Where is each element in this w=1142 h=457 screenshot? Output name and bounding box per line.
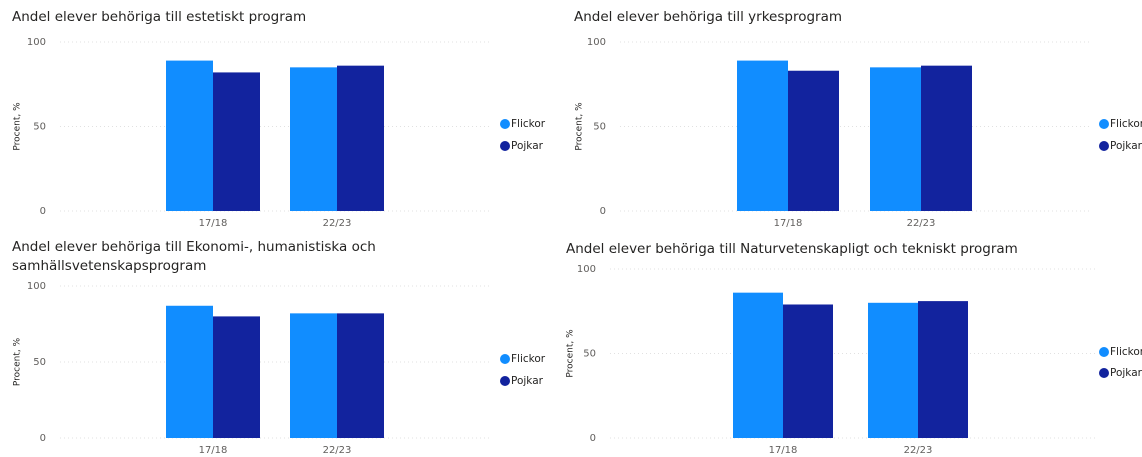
bar — [290, 67, 337, 211]
chart-title: Andel elever behöriga till Naturvetenska… — [566, 241, 1018, 257]
legend-marker — [500, 141, 510, 151]
bar — [213, 72, 260, 211]
bar — [783, 304, 833, 438]
y-tick-label: 50 — [583, 349, 596, 360]
y-axis-label: Procent, % — [13, 102, 23, 151]
bar — [870, 67, 921, 211]
y-tick-label: 100 — [27, 281, 46, 292]
bar — [918, 301, 968, 438]
legend-label: Pojkar — [1110, 140, 1142, 152]
y-tick-label: 50 — [33, 357, 46, 368]
x-tick-label: 17/18 — [769, 445, 798, 456]
x-tick-label: 22/23 — [323, 445, 352, 456]
bar — [868, 302, 918, 438]
legend-label: Pojkar — [511, 140, 544, 152]
legend-label: Flickor — [511, 118, 546, 130]
x-tick-label: 22/23 — [323, 218, 352, 229]
bar — [788, 70, 839, 211]
bar — [337, 313, 384, 438]
bar — [737, 60, 788, 212]
legend-marker — [1099, 141, 1109, 151]
chart-title: Andel elever behöriga till Ekonomi-, hum… — [12, 239, 376, 274]
legend-marker — [500, 354, 510, 364]
y-tick-label: 0 — [40, 433, 46, 444]
y-tick-label: 100 — [587, 37, 606, 48]
bar — [337, 65, 384, 211]
y-tick-label: 100 — [27, 37, 46, 48]
x-tick-label: 17/18 — [774, 218, 803, 229]
legend-label: Flickor — [1110, 346, 1142, 358]
y-tick-label: 50 — [33, 122, 46, 133]
legend-marker — [500, 119, 510, 129]
legend-label: Pojkar — [511, 375, 544, 387]
y-tick-label: 0 — [600, 206, 606, 217]
legend-label: Flickor — [511, 353, 546, 365]
y-tick-label: 0 — [590, 433, 596, 444]
y-tick-label: 100 — [577, 264, 596, 275]
legend-marker — [1099, 347, 1109, 357]
chart-title: Andel elever behöriga till yrkesprogram — [574, 9, 843, 25]
legend-marker — [500, 376, 510, 386]
bar — [213, 316, 260, 438]
legend-marker — [1099, 368, 1109, 378]
legend-marker — [1099, 119, 1109, 129]
y-tick-label: 0 — [40, 206, 46, 217]
bar — [166, 305, 213, 438]
y-axis-label: Procent, % — [13, 337, 23, 386]
y-axis-label: Procent, % — [566, 329, 576, 378]
bar — [166, 60, 213, 212]
bar — [290, 313, 337, 438]
bar — [921, 65, 972, 211]
x-tick-label: 22/23 — [907, 218, 936, 229]
x-tick-label: 17/18 — [199, 218, 228, 229]
x-tick-label: 17/18 — [199, 445, 228, 456]
y-axis-label: Procent, % — [575, 102, 585, 151]
y-tick-label: 50 — [593, 122, 606, 133]
legend-label: Flickor — [1110, 118, 1142, 130]
bar — [733, 292, 783, 438]
x-tick-label: 22/23 — [904, 445, 933, 456]
legend-label: Pojkar — [1110, 367, 1142, 379]
chart-title: Andel elever behöriga till estetiskt pro… — [12, 9, 307, 25]
